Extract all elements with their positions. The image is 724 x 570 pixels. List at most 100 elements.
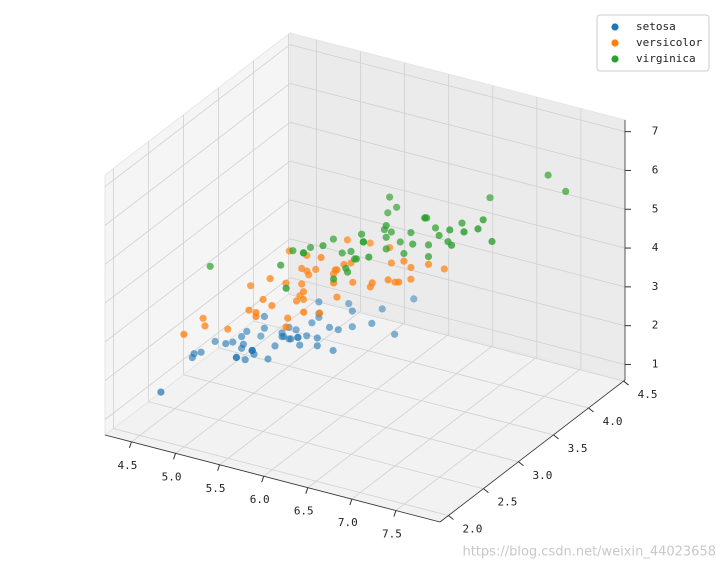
point bbox=[348, 323, 356, 331]
z-tick-label: 7 bbox=[652, 125, 659, 138]
z-grid-line bbox=[104, 44, 626, 187]
point bbox=[266, 275, 274, 283]
point bbox=[243, 327, 251, 335]
point bbox=[407, 229, 415, 237]
panes bbox=[103, 31, 627, 523]
y-tick bbox=[448, 515, 454, 520]
points bbox=[157, 171, 570, 396]
point bbox=[260, 312, 268, 321]
z-tick-label: 3 bbox=[652, 280, 659, 293]
point bbox=[440, 265, 448, 273]
point bbox=[259, 295, 267, 304]
y-grid-line bbox=[218, 87, 554, 436]
point bbox=[306, 243, 315, 252]
point bbox=[305, 271, 313, 279]
point bbox=[224, 325, 232, 333]
point bbox=[378, 305, 386, 313]
legend-label: setosa bbox=[636, 20, 676, 33]
y-grid-line bbox=[113, 168, 449, 516]
point bbox=[300, 308, 308, 316]
point bbox=[349, 278, 357, 286]
point bbox=[387, 228, 395, 236]
legend-marker bbox=[611, 39, 619, 47]
x-tick-label: 4.5 bbox=[118, 459, 138, 472]
x-tick-label: 7.0 bbox=[338, 516, 358, 529]
point bbox=[252, 312, 260, 321]
point bbox=[299, 295, 308, 304]
point bbox=[330, 275, 338, 283]
point bbox=[292, 297, 301, 305]
point bbox=[268, 302, 276, 310]
y-tick bbox=[518, 461, 524, 467]
x-tick-label: 5.5 bbox=[206, 482, 226, 495]
point bbox=[308, 319, 316, 327]
point bbox=[260, 324, 268, 332]
point bbox=[197, 348, 205, 356]
y-tick bbox=[588, 407, 594, 413]
point bbox=[264, 355, 272, 363]
x-tick-label: 5.0 bbox=[162, 470, 182, 483]
point bbox=[331, 266, 339, 274]
z-tick-label: 6 bbox=[652, 163, 659, 176]
point bbox=[345, 300, 353, 308]
point bbox=[211, 337, 219, 345]
point bbox=[292, 326, 300, 334]
point bbox=[282, 284, 290, 292]
point bbox=[206, 262, 214, 270]
point bbox=[289, 247, 297, 255]
y-tick-label: 3.0 bbox=[533, 469, 553, 482]
point bbox=[229, 338, 237, 346]
point bbox=[313, 334, 321, 342]
point bbox=[294, 333, 302, 341]
point bbox=[238, 333, 246, 341]
point bbox=[387, 259, 395, 267]
y-tick-label: 3.5 bbox=[568, 442, 588, 455]
z-grid-line bbox=[104, 277, 626, 420]
z-grid-line bbox=[104, 83, 626, 226]
legend-marker bbox=[611, 23, 619, 31]
x-grid-line bbox=[219, 62, 405, 466]
legend-label: virginica bbox=[636, 52, 696, 65]
y-tick-label: 4.5 bbox=[638, 388, 658, 401]
point bbox=[271, 342, 279, 350]
y-tick bbox=[553, 434, 559, 440]
point bbox=[446, 226, 454, 234]
y-tick bbox=[483, 488, 489, 494]
y-axis-line bbox=[439, 379, 626, 523]
point bbox=[368, 319, 376, 327]
point bbox=[180, 330, 188, 338]
point bbox=[380, 226, 388, 234]
point bbox=[338, 249, 346, 257]
x-tick bbox=[217, 464, 221, 471]
point bbox=[313, 342, 321, 350]
point bbox=[329, 346, 337, 355]
point bbox=[333, 293, 341, 301]
point bbox=[384, 276, 392, 284]
z-grid-line bbox=[104, 238, 626, 382]
x-axis-line bbox=[104, 434, 441, 523]
point bbox=[299, 288, 308, 296]
z-grid-line bbox=[104, 160, 626, 304]
point bbox=[157, 388, 165, 396]
x-grid-line bbox=[395, 108, 582, 511]
point bbox=[317, 253, 325, 262]
x-grid-line bbox=[351, 97, 538, 500]
point bbox=[241, 356, 249, 364]
z-tick-label: 5 bbox=[652, 202, 659, 215]
point bbox=[199, 314, 207, 322]
point bbox=[312, 265, 320, 273]
point bbox=[201, 322, 209, 330]
point bbox=[393, 203, 401, 211]
x-tick-label: 6.5 bbox=[294, 505, 314, 518]
x-tick bbox=[305, 487, 309, 494]
point bbox=[285, 335, 293, 343]
point bbox=[248, 346, 256, 355]
point bbox=[384, 209, 392, 217]
point bbox=[400, 249, 408, 258]
axes: 4.5 5.0 5.5 6.0 6.5 7.0 7.5 2.0 2.5 3.0 3.5 4.0 4.5 1… bbox=[104, 120, 659, 541]
point bbox=[232, 353, 240, 361]
legend: setosa versicolor virginica bbox=[596, 14, 710, 72]
point bbox=[382, 233, 390, 241]
point bbox=[347, 247, 355, 255]
